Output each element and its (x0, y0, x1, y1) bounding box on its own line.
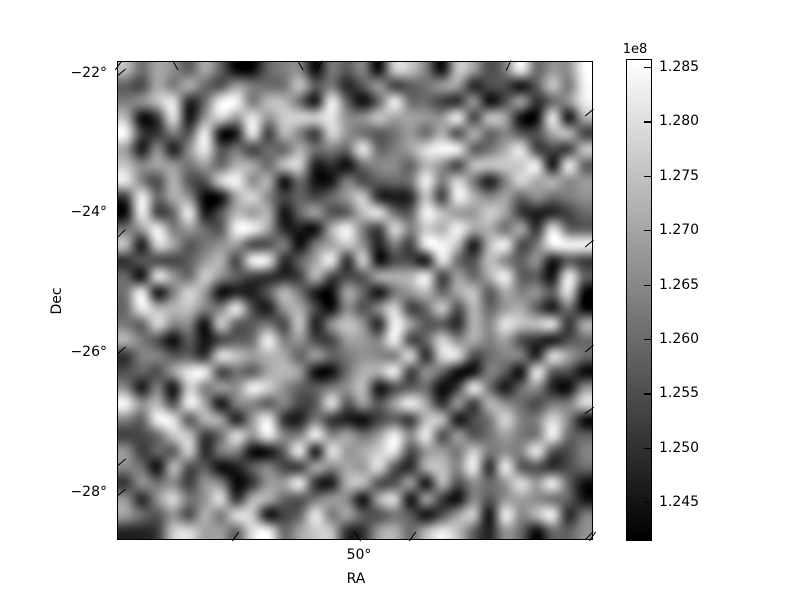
colorbar-tick-label: 1.250 (659, 440, 700, 456)
colorbar-tick-label: 1.255 (659, 385, 700, 401)
colorbar-tick (644, 339, 651, 341)
colorbar-tick (644, 67, 651, 69)
colorbar-tick-label: 1.280 (659, 113, 700, 129)
plot-frame (117, 61, 593, 540)
colorbar-tick (644, 393, 651, 395)
y-axis-label: Dec (49, 287, 65, 315)
colorbar-tick (644, 284, 651, 286)
colorbar-tick-label: 1.275 (659, 168, 700, 184)
colorbar-tick-label: 1.270 (659, 222, 700, 238)
colorbar-tick (644, 175, 651, 178)
colorbar-tick-label: 1.260 (659, 331, 700, 347)
colorbar-offset-label: 1e8 (622, 42, 648, 57)
colorbar-tick-label: 1.245 (659, 494, 700, 510)
colorbar-tick-label: 1.265 (659, 277, 700, 293)
colorbar-tick (644, 230, 651, 232)
y-tick-label: −26° (70, 344, 107, 360)
colorbar-tick (644, 121, 651, 123)
x-tick-label: 50° (346, 547, 372, 563)
y-tick-label: −28° (70, 484, 107, 500)
colorbar-tick (644, 447, 651, 450)
colorbar (626, 59, 652, 541)
heatmap-canvas (118, 62, 592, 539)
y-tick-label: −24° (70, 204, 107, 220)
y-tick-label: −22° (70, 65, 107, 81)
colorbar-tick-label: 1.285 (659, 59, 700, 75)
colorbar-tick (644, 502, 651, 504)
x-axis-label: RA (346, 571, 366, 587)
